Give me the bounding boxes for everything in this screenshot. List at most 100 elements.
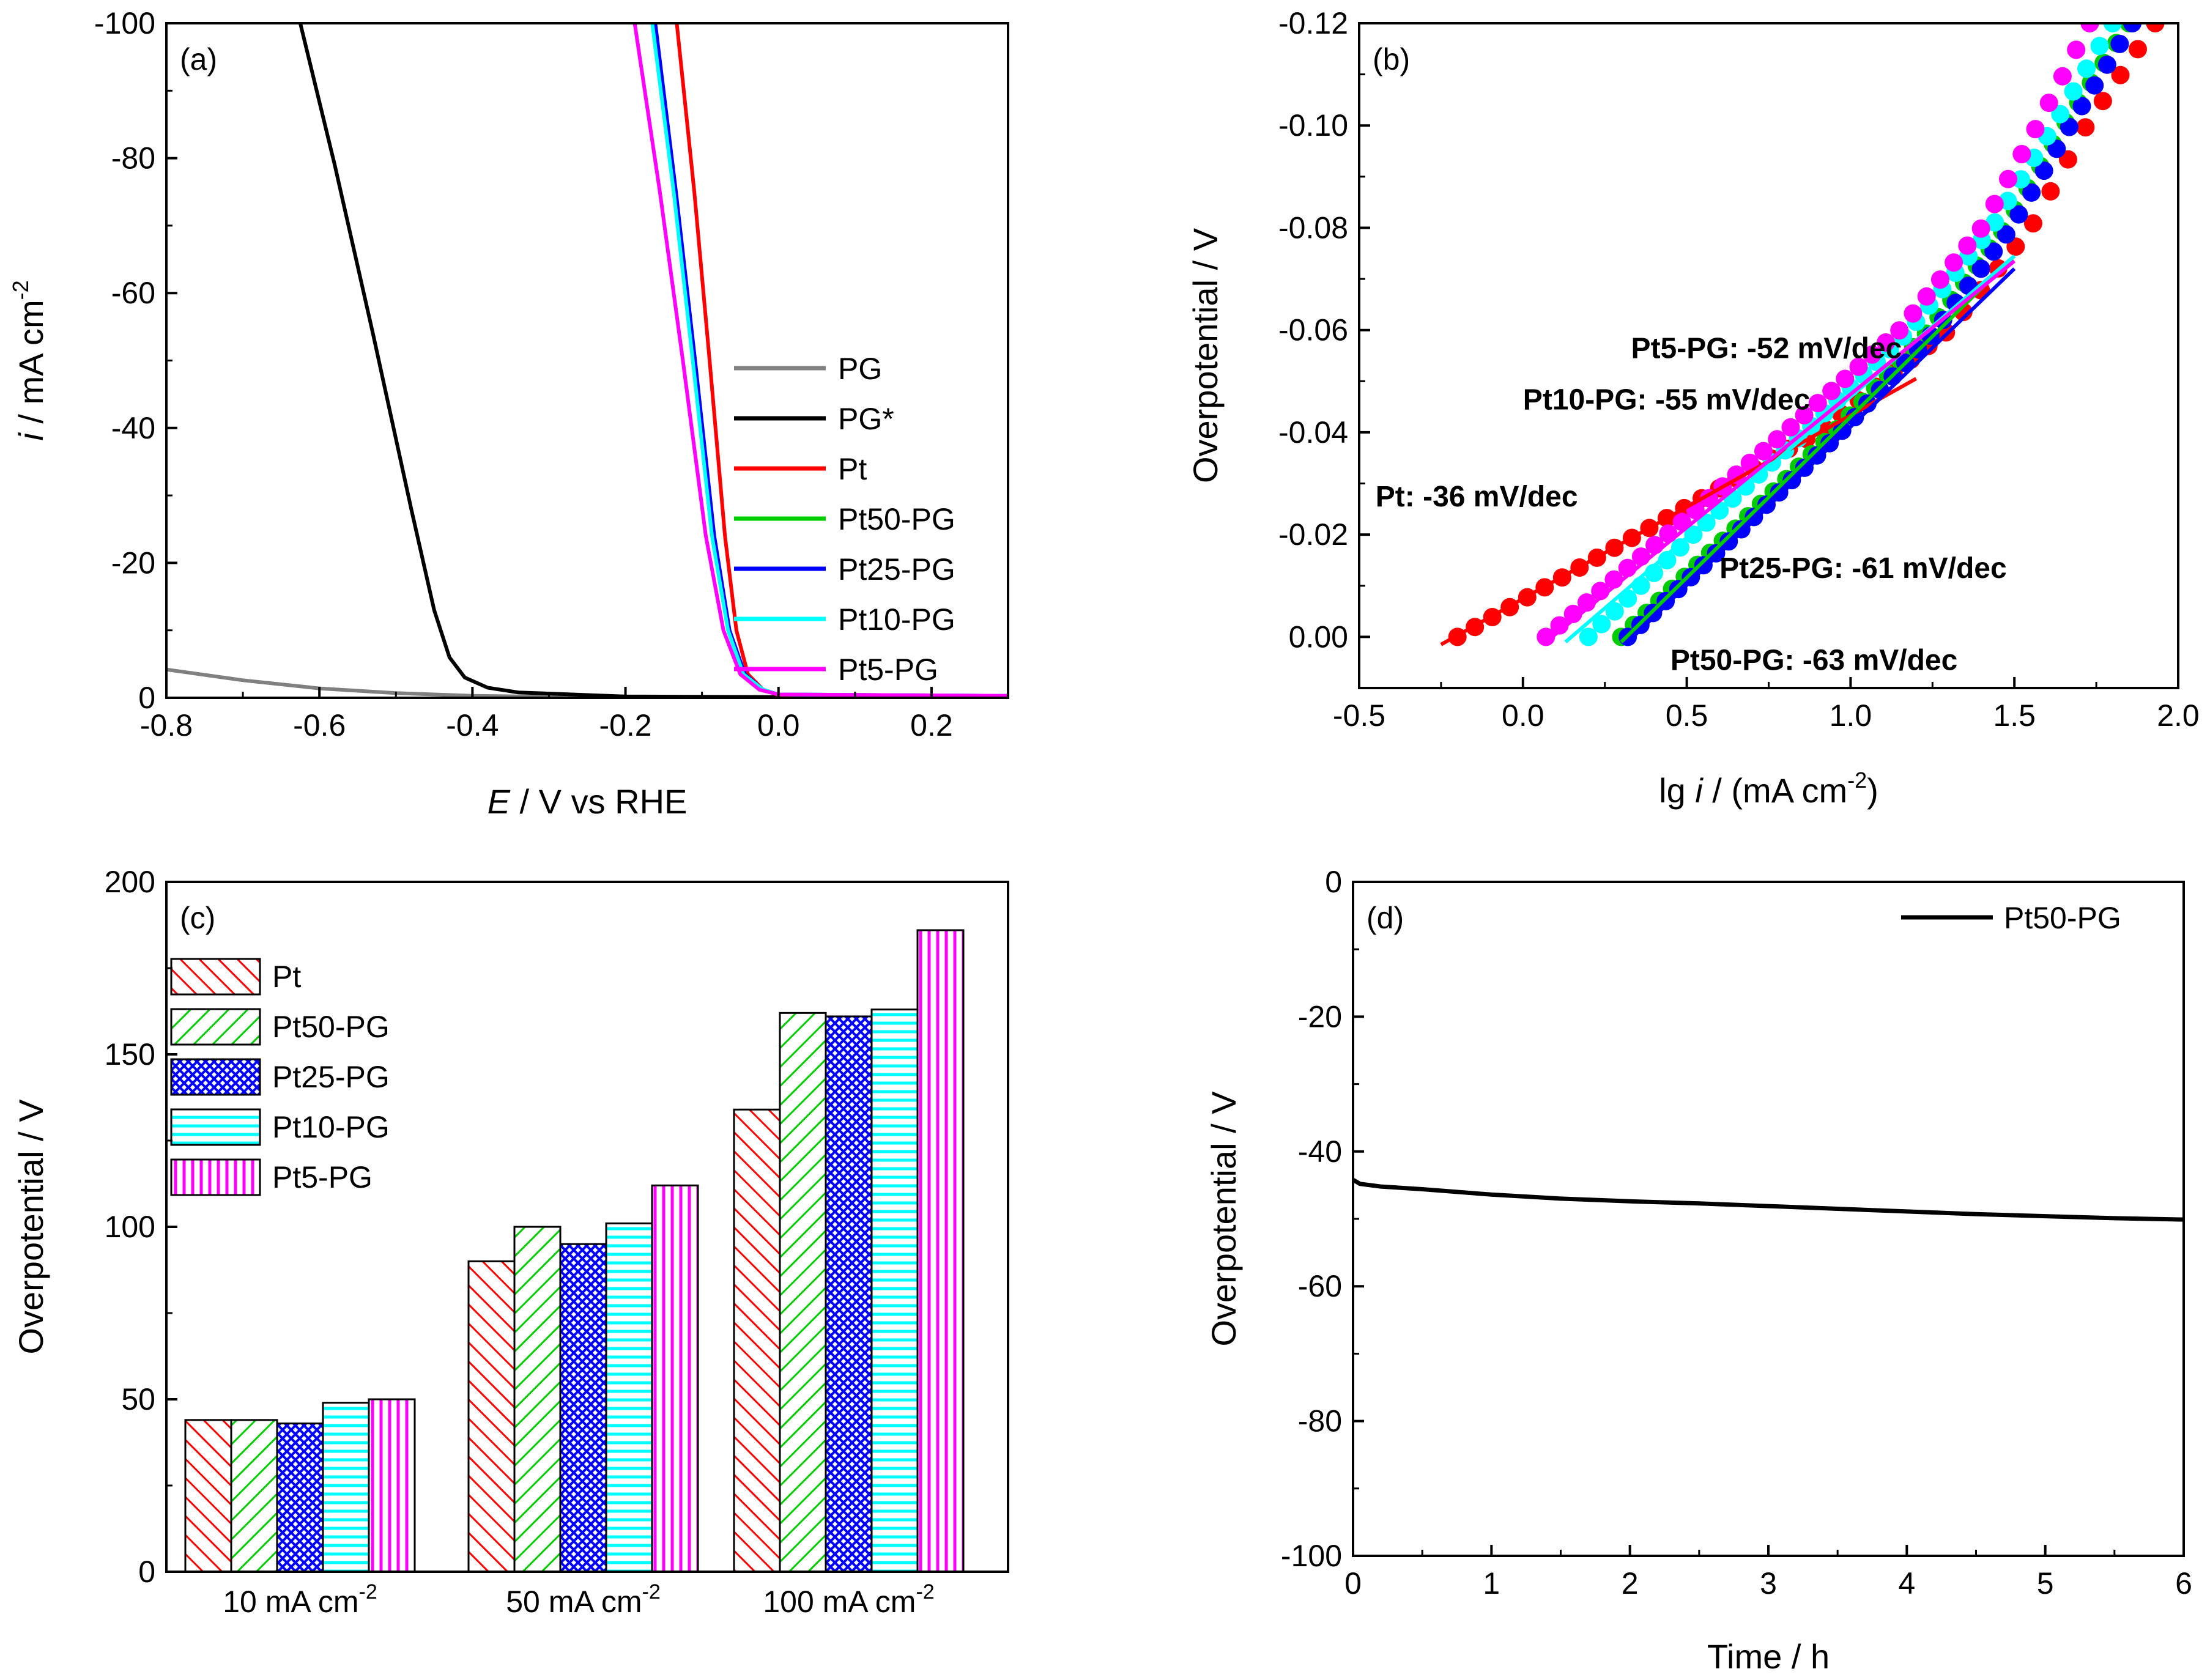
bar-Pt (733, 1108, 781, 1573)
panel-a-xtick-label: -0.4 (446, 708, 499, 742)
data-point-Pt5-PG (1550, 616, 1569, 635)
panel-d-xtick-label: 5 (2037, 1566, 2054, 1600)
panel-d-xtick-label: 4 (1898, 1566, 1915, 1600)
legend-label-Pt50-PG: Pt50-PG (838, 502, 955, 536)
fit-line-Pt25-PG (1626, 267, 2016, 643)
data-point-Pt25-PG (1757, 495, 1776, 514)
data-point-Pt5-PG (1917, 287, 1936, 306)
legend-swatch-Pt5-PG (170, 1158, 261, 1196)
panel-a-ytick-label: 0 (138, 681, 155, 715)
data-point-Pt10-PG (1592, 615, 1611, 634)
data-point-Pt10-PG (1605, 602, 1624, 621)
panel-a-label: (a) (180, 42, 217, 76)
data-point-Pt25-PG (2009, 205, 2028, 224)
bar-Pt5-PG (368, 1398, 416, 1573)
data-point-Pt25-PG (2047, 139, 2066, 158)
data-point-Pt25-PG (1795, 458, 1814, 477)
data-point-Pt25-PG (1656, 591, 1675, 610)
data-point-Pt25-PG (1669, 580, 1688, 599)
bar-Pt25-PG (559, 1243, 607, 1573)
panel-a-ytick-label: -100 (94, 6, 155, 40)
data-point-Pt5-PG (1754, 442, 1773, 461)
panel-c-ytick-label: 100 (105, 1210, 155, 1244)
bar-Pt5-PG (651, 1184, 699, 1573)
bar-Pt10-PG (605, 1222, 653, 1573)
panel-d-ytick-label: -80 (1298, 1404, 1342, 1438)
panel-d-ytick-label: -100 (1281, 1539, 1342, 1573)
data-point-Pt5-PG (1958, 236, 1977, 255)
panel-c-category-label: 50 mA cm-2 (506, 1580, 661, 1619)
fit-line-Pt (1440, 377, 1917, 646)
data-point-Pt5-PG (2080, 23, 2099, 32)
data-point-Pt10-PG (1670, 538, 1689, 557)
data-point-Pt25-PG (2060, 117, 2078, 136)
bar-Pt (467, 1260, 516, 1573)
data-point-Pt25-PG (1984, 242, 2003, 261)
panel-a-xtick-label: -0.2 (599, 708, 651, 742)
legend-label-PG: PG (838, 352, 882, 386)
panel-d-xtick-label: 2 (1622, 1566, 1639, 1600)
series-line-Pt10-PG (650, 23, 1008, 698)
panel-a-xlabel: E / V vs RHE (488, 782, 688, 821)
data-point-Pt10-PG (2051, 105, 2070, 124)
panel-d-label: (d) (1366, 901, 1404, 935)
data-point-Pt25-PG (1833, 421, 1852, 440)
legend-label-Pt10-PG: Pt10-PG (838, 602, 955, 637)
data-point-Pt5-PG (1849, 357, 1868, 376)
series-line-Pt50-PG (653, 23, 1008, 698)
annotation-slope: Pt25-PG: -61 mV/dec (1719, 552, 2007, 585)
panel-d-xtick-label: 1 (1483, 1566, 1500, 1600)
panel-b-xtick-label: 2.0 (2157, 698, 2200, 733)
data-point-Pt25-PG (2085, 76, 2104, 95)
panel-a-ylabel: i / mA cm-2 (8, 280, 50, 440)
panel-c-label: (c) (180, 901, 215, 935)
data-point-Pt5-PG (1768, 430, 1787, 449)
panel-a-ytick-label: -20 (111, 546, 155, 580)
bar-Pt50-PG (779, 1012, 827, 1573)
data-point-Pt25-PG (2072, 97, 2091, 116)
panel-c-category-label: 10 mA cm-2 (223, 1580, 377, 1619)
data-point-Pt (2041, 182, 2060, 201)
fit-line-Pt50-PG (1620, 254, 2016, 643)
data-point-Pt25-PG (1820, 434, 1839, 453)
bar-Pt10-PG (870, 1008, 919, 1573)
panel-a-xtick-label: 0.0 (757, 708, 800, 742)
panel-d-ytick-label: 0 (1325, 865, 1342, 899)
data-point-Pt25-PG (1694, 556, 1713, 575)
panel-a-lsv-chart: -0.8 -0.6 -0.4 -0.2 0.0 0.2 0 -20 -40 -60 -80 -100 (… (8, 6, 1009, 821)
legend-swatch-Pt (170, 958, 261, 996)
panel-b-tafel-chart: -0.5 0.0 0.5 1.0 1.5 2.0 0.00 -0.02 -0.04 -0.06 -0… (1186, 6, 2200, 810)
panel-c-ytick-label: 0 (138, 1555, 155, 1589)
legend-label-Pt: Pt (272, 960, 301, 994)
panel-b-ytick-label: -0.02 (1278, 517, 1348, 552)
panel-b-label: (b) (1373, 42, 1410, 76)
panel-b-ylabel: Overpotential / V (1186, 228, 1225, 483)
data-point-Pt10-PG (2077, 59, 2096, 78)
bar-Pt (184, 1419, 232, 1573)
data-point-Pt5-PG (2012, 145, 2031, 163)
data-point-Pt (2076, 118, 2095, 137)
panel-a-xtick-label: -0.8 (140, 708, 193, 742)
data-point-Pt (2146, 23, 2165, 32)
data-point-Pt (2023, 214, 2042, 233)
panel-d-xtick-label: 0 (1344, 1566, 1362, 1600)
panel-c-ylabel: Overpotential / V (12, 1099, 50, 1355)
panel-d-ytick-label: -40 (1298, 1134, 1342, 1169)
data-point-Pt25-PG (1732, 520, 1751, 539)
bar-Pt50-PG (513, 1226, 562, 1573)
data-point-Pt5-PG (1781, 418, 1800, 437)
bar-Pt25-PG (276, 1422, 324, 1573)
annotation-slope: Pt50-PG: -63 mV/dec (1670, 645, 1958, 677)
data-point-Pt10-PG (1658, 551, 1677, 569)
data-point-Pt25-PG (1997, 225, 2015, 244)
legend-label-Pt5-PG: Pt5-PG (272, 1160, 373, 1194)
data-point-Pt5-PG (1822, 382, 1841, 401)
panel-d-frame (1352, 881, 2185, 1557)
data-point-Pt25-PG (1719, 532, 1738, 551)
data-point-Pt10-PG (1986, 213, 2004, 232)
data-point-Pt10-PG (1579, 627, 1598, 646)
data-point-Pt25-PG (2034, 161, 2053, 180)
panel-c-ytick-label: 50 (121, 1382, 155, 1416)
data-point-Pt5-PG (2039, 94, 2058, 113)
